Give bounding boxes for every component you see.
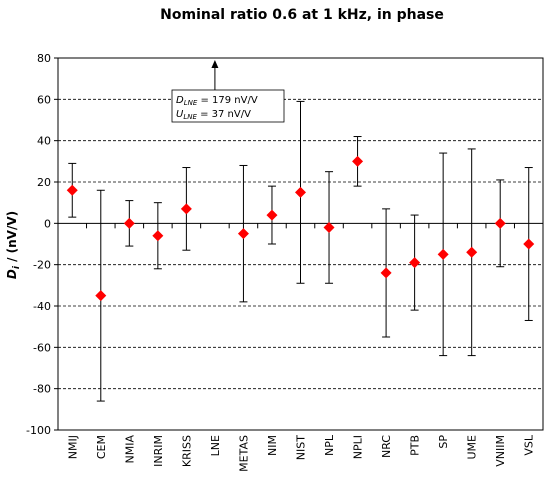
category-label: NIST xyxy=(295,435,308,460)
off-scale-arrow-head xyxy=(211,60,219,68)
y-tick-label: -80 xyxy=(33,383,51,396)
y-axis-label: Di / (nV/V) xyxy=(5,211,22,279)
category-label: NPLI xyxy=(352,435,365,459)
category-label: METAS xyxy=(237,435,250,472)
data-point xyxy=(380,267,392,279)
data-point xyxy=(295,186,306,198)
y-tick-label: 80 xyxy=(37,52,51,65)
annotation-u-value: ULNE = 37 nV/V xyxy=(176,109,251,121)
category-label: NMIJ xyxy=(66,435,79,459)
x-axis-categories: NMIJ CEM NMIA INRIM KRISS LNE METAS NIM NIST NPL N… xyxy=(57,223,544,472)
category-label: NIM xyxy=(266,435,279,456)
annotation-box xyxy=(171,89,285,123)
category-label: INRIM xyxy=(152,435,165,467)
data-point xyxy=(494,217,506,229)
category-label: PTB xyxy=(409,435,422,456)
category-label: NMIA xyxy=(123,435,136,464)
y-tick-label: 60 xyxy=(37,93,51,106)
data-point xyxy=(409,257,421,269)
annotation-d-value: DLNE = 179 nV/V xyxy=(176,95,258,107)
data-point xyxy=(323,221,335,233)
plot-frame xyxy=(57,57,544,431)
data-point xyxy=(180,203,192,215)
y-tick-label: -20 xyxy=(33,259,51,272)
lne-off-scale-annotation: DLNE = 179 nV/V ULNE = 37 nV/V xyxy=(171,60,285,123)
y-tick-label: -40 xyxy=(33,300,51,313)
data-point xyxy=(523,238,535,250)
chart-title: Nominal ratio 0.6 at 1 kHz, in phase xyxy=(160,7,444,23)
y-tick-label: -60 xyxy=(33,341,51,354)
data-point xyxy=(437,248,449,260)
data-point xyxy=(95,290,107,302)
category-label: UME xyxy=(466,435,479,460)
y-tick-label: 20 xyxy=(37,176,51,189)
data-point xyxy=(237,228,249,240)
data-point xyxy=(152,230,164,242)
category-label: NRC xyxy=(380,435,393,458)
data-point xyxy=(66,184,78,196)
data-point xyxy=(266,209,278,221)
y-tick-label: 40 xyxy=(37,135,51,148)
y-axis-ticks: -100 -80 -60 -40 -20 0 20 40 60 80 xyxy=(26,52,58,437)
category-label: CEM xyxy=(95,435,108,459)
category-label: SP xyxy=(437,435,450,449)
y-tick-label: 0 xyxy=(44,217,51,230)
category-label: NPL xyxy=(323,434,336,456)
data-point xyxy=(352,155,364,167)
category-label: LNE xyxy=(209,435,222,456)
category-label: VSL xyxy=(523,434,536,456)
data-points xyxy=(66,155,535,302)
data-point xyxy=(466,246,478,258)
category-label: KRISS xyxy=(180,435,193,467)
data-point xyxy=(123,217,135,229)
category-label: VNIIM xyxy=(494,435,507,467)
error-bars xyxy=(68,100,533,402)
y-tick-label: -100 xyxy=(26,424,51,437)
